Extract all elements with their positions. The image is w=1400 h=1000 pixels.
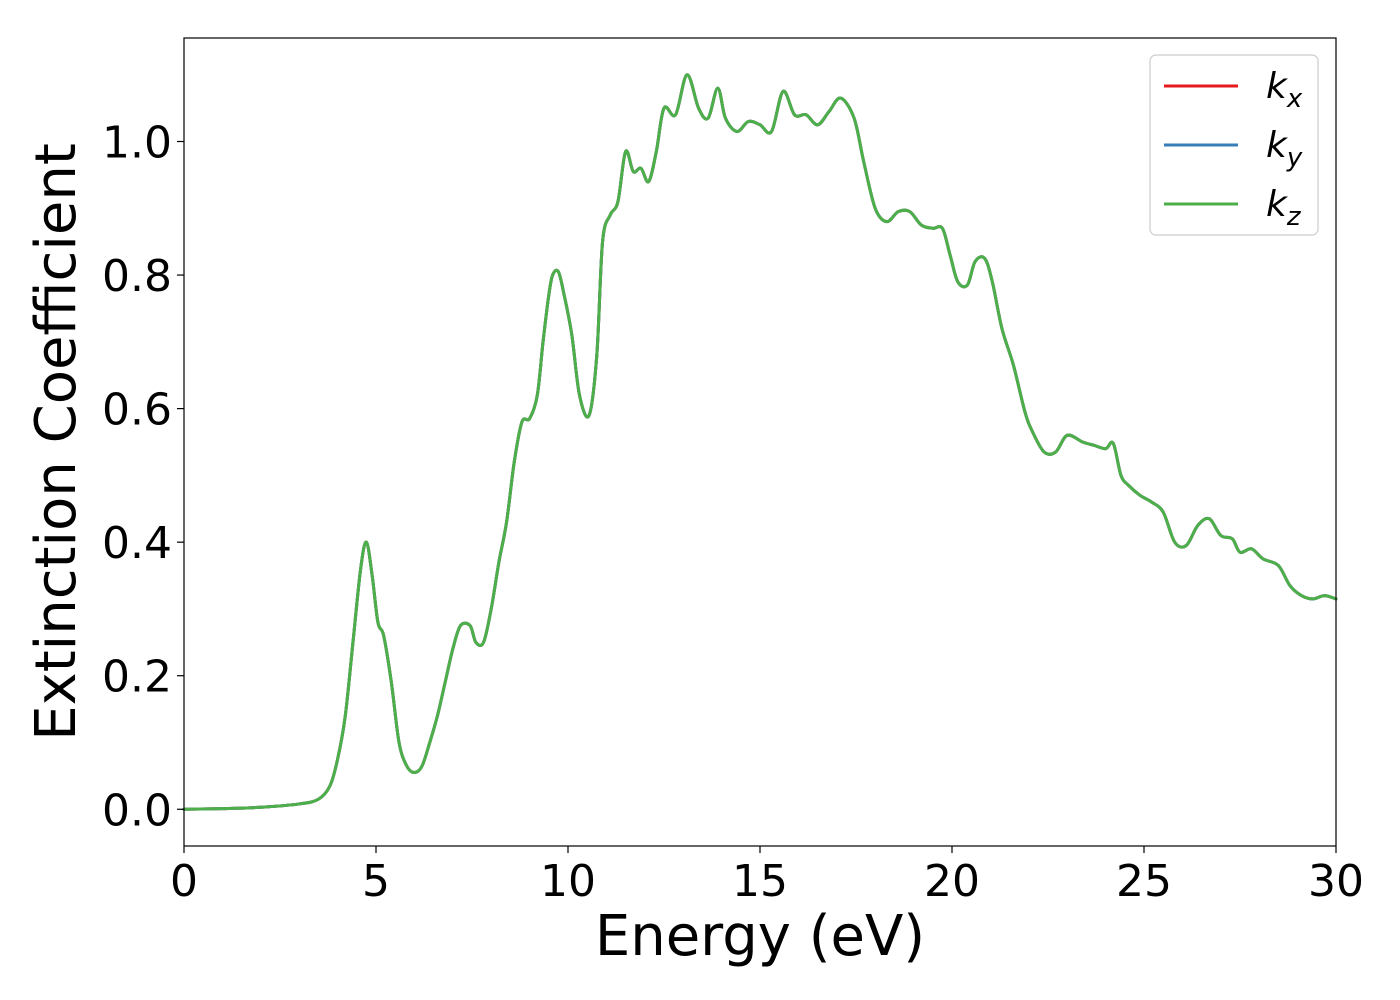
x-tick-label: 30 [1308,856,1364,907]
series-line-kz [182,73,1338,811]
x-tick-label: 15 [732,856,788,907]
x-tick-label: 20 [924,856,980,907]
series-lines [182,73,1338,811]
x-axis-label: Energy (eV) [595,904,925,969]
y-axis-ticks: 0.0 0.2 0.4 0.6 0.8 1.0 [102,118,184,836]
x-tick-label: 0 [170,856,198,907]
legend-label-ky: ky [1266,125,1303,173]
y-tick-label: 0.0 [102,785,172,836]
y-tick-label: 1.0 [102,118,172,169]
y-tick-label: 0.6 [102,385,172,436]
legend-label-kz: kz [1266,184,1302,232]
y-tick-label: 0.2 [102,652,172,703]
y-tick-label: 0.4 [102,518,172,569]
y-axis-label: Extinction Coefficient [24,143,89,741]
x-tick-label: 5 [362,856,390,907]
x-axis-ticks: 0 5 10 15 20 25 30 [170,846,1364,907]
y-tick-label: 0.8 [102,251,172,302]
legend-label-kx: kx [1266,66,1303,114]
x-tick-label: 25 [1116,856,1172,907]
legend: kx ky kz [1149,54,1319,236]
x-tick-label: 10 [540,856,596,907]
